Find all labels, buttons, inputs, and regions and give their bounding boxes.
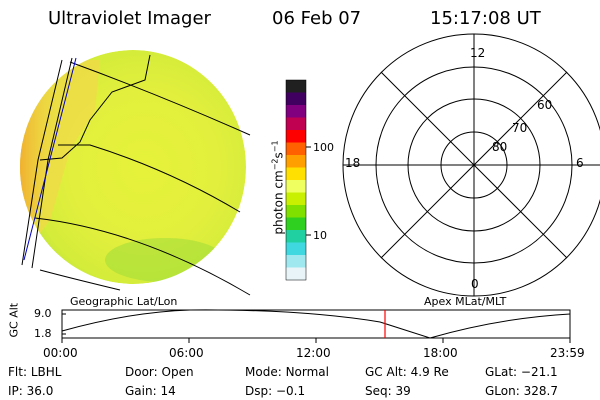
orbit-ytick-bottom: 1.8 [34,327,52,340]
colorbar-tick-10: 10 [313,229,327,242]
orbit-xtick-0600: 06:00 [169,346,204,360]
colorbar [285,79,311,281]
mlt-label-right: 6 [576,156,584,170]
colorbar-cell [286,180,306,193]
instrument-title: Ultraviolet Imager [48,8,211,29]
param-door: Door: Open [125,365,194,379]
colorbar-cell [286,230,306,243]
orbit-ylabel: GC Alt [7,302,21,338]
colorbar-cell [286,117,306,131]
unit-prefix: photon cm [271,170,286,235]
param-glat: GLat: −21.1 [485,365,558,379]
orbit-xtick-1800: 18:00 [423,346,458,360]
unit-exp1: −2 [270,158,280,171]
colorbar-cell [286,130,306,143]
param-gain: Gain: 14 [125,384,176,398]
param-ip: IP: 36.0 [8,384,54,398]
unit-exp2: −1 [270,140,280,153]
colorbar-cell [286,142,306,156]
colorbar-cell [286,92,306,106]
colorbar-cell [286,80,306,93]
mlat-label-70: 70 [512,121,528,135]
time-label: 15:17:08 UT [430,8,541,29]
orbit-plot [61,309,571,343]
uv-image [20,50,246,284]
mlat-label-60: 60 [537,98,553,112]
orbit-xtick-2359: 23:59 [550,346,585,360]
geographic-label: Geographic Lat/Lon [70,295,178,308]
param-seq: Seq: 39 [365,384,411,398]
orbit-xtick-0000: 00:00 [43,346,78,360]
colorbar-cell [286,167,306,181]
colorbar-tick-100: 100 [313,141,334,154]
colorbar-cell [286,255,306,268]
colorbar-cell [286,205,306,218]
param-flt: Flt: LBHL [8,365,62,379]
colorbar-cell [286,267,306,281]
date-label: 06 Feb 07 [272,8,362,29]
param-dsp: Dsp: −0.1 [245,384,306,398]
unit-mid: s [271,152,286,159]
terminator-line [23,57,77,261]
param-mode: Mode: Normal [245,365,329,379]
colorbar-cell [286,155,306,168]
param-glon: GLon: 328.7 [485,384,558,398]
colorbar-cell [286,217,306,231]
param-gc-alt: GC Alt: 4.9 Re [365,365,449,379]
colorbar-unit-label: photon cm−2s−1 [271,128,286,248]
orbit-ytick-top: 9.0 [34,307,52,320]
orbit-xtick-1200: 12:00 [296,346,331,360]
apex-label: Apex MLat/MLT [424,295,507,308]
mlt-label-top: 12 [470,46,486,60]
colorbar-cell [286,192,306,206]
mlt-label-bottom: 0 [471,277,479,291]
mlt-label-left: 18 [345,156,361,170]
polar-plot [342,33,600,297]
colorbar-cell [286,242,306,256]
mlat-label-80: 80 [492,140,508,154]
geographic-grid [21,54,251,296]
colorbar-cell [286,105,306,118]
